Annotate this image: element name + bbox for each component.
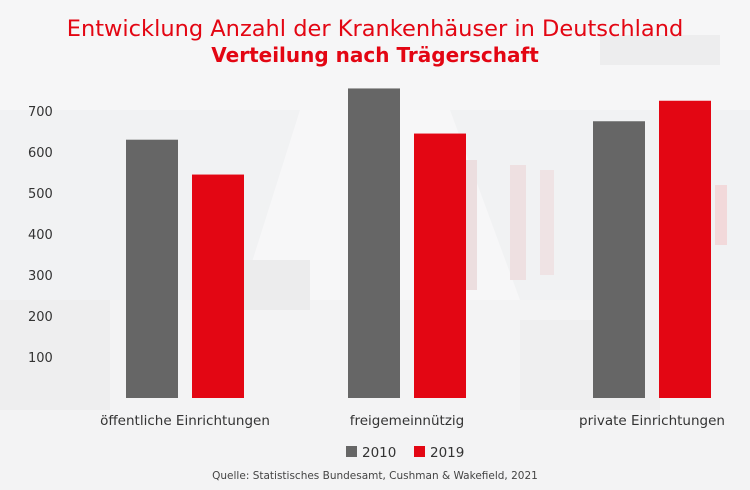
category-labels: öffentliche Einrichtungen freigemeinnützi…	[100, 413, 725, 429]
y-tick-label: 500	[28, 187, 53, 202]
y-tick-label: 200	[28, 310, 53, 325]
legend-label: 2010	[362, 445, 396, 461]
legend-label: 2019	[430, 445, 464, 461]
bar-2019-0	[192, 174, 244, 398]
y-tick-label: 700	[28, 105, 53, 120]
category-label: freigemeinnützig	[350, 413, 465, 429]
source-note: Quelle: Statistisches Bundesamt, Cushman…	[212, 470, 538, 482]
y-tick-label: 300	[28, 269, 53, 284]
legend-swatch-2010	[346, 446, 357, 457]
category-label: private Einrichtungen	[579, 413, 725, 429]
category-label: öffentliche Einrichtungen	[100, 413, 270, 429]
legend-swatch-2019	[414, 446, 425, 457]
bar-2010-2	[593, 121, 645, 398]
y-tick-label: 400	[28, 228, 53, 243]
y-tick-label: 600	[28, 146, 53, 161]
chart-title: Entwicklung Anzahl der Krankenhäuser in …	[66, 16, 684, 42]
bar-2019-1	[414, 133, 466, 399]
bar-2019-2	[659, 100, 711, 398]
chart-subtitle: Verteilung nach Trägerschaft	[211, 43, 539, 67]
y-axis-ticks: 100 200 300 400 500 600 700	[28, 105, 53, 366]
legend: 2010 2019	[346, 445, 464, 461]
y-tick-label: 100	[28, 351, 53, 366]
bar-2010-1	[348, 88, 400, 398]
bars	[126, 88, 711, 399]
bar-2010-0	[126, 139, 178, 398]
